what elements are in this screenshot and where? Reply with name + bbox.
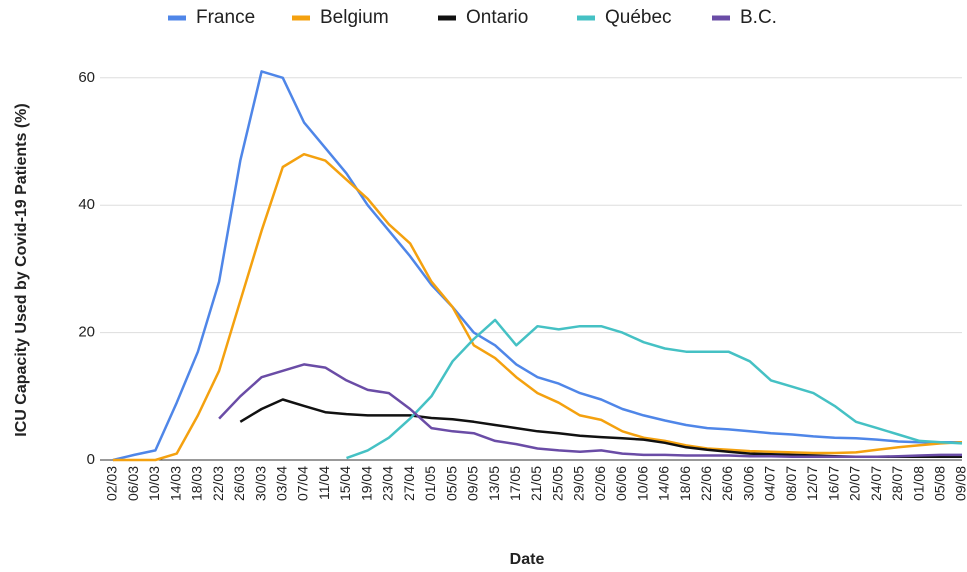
x-tick-label: 15/04: [337, 466, 353, 501]
y-tick-label: 60: [78, 69, 95, 86]
x-tick-label: 18/03: [189, 466, 205, 501]
x-tick-label: 20/07: [847, 466, 863, 501]
x-tick-label: 14/03: [167, 466, 183, 501]
x-tick-label: 30/03: [252, 466, 268, 501]
x-tick-label: 09/05: [465, 466, 481, 501]
x-tick-label: 09/08: [953, 466, 967, 501]
line-series: [239, 398, 962, 459]
x-tick-label: 12/07: [804, 466, 820, 501]
x-tick-label: 21/05: [528, 466, 544, 501]
line-series: [113, 152, 963, 462]
line-series: [218, 363, 962, 459]
x-tick-label: 22/06: [698, 466, 714, 501]
x-tick-label: 16/07: [825, 466, 841, 501]
y-tick-label: 40: [78, 196, 95, 213]
x-tick-label: 13/05: [486, 466, 502, 501]
x-tick-label: 05/08: [931, 466, 947, 501]
x-tick-label: 30/06: [740, 466, 756, 501]
legend-label: B.C.: [740, 7, 777, 28]
x-tick-label: 25/05: [549, 466, 565, 501]
x-tick-label: 17/05: [507, 466, 523, 501]
x-tick-label: 06/03: [125, 466, 141, 501]
x-tick-label: 18/06: [677, 466, 693, 501]
x-tick-label: 03/04: [274, 466, 290, 501]
x-tick-label: 06/06: [613, 466, 629, 501]
x-tick-label: 01/05: [422, 466, 438, 501]
line-series: [112, 70, 962, 462]
x-tick-label: 11/04: [316, 466, 332, 500]
x-tick-label: 02/06: [592, 466, 608, 501]
x-tick-label: 24/07: [868, 466, 884, 501]
x-axis-title: Date: [510, 551, 545, 568]
x-tick-label: 27/04: [401, 466, 417, 501]
x-tick-label: 08/07: [783, 466, 799, 501]
legend-label: Belgium: [320, 7, 389, 28]
legend-label: Ontario: [466, 7, 528, 28]
x-tick-label: 02/03: [104, 466, 120, 501]
x-tick-label: 01/08: [910, 466, 926, 501]
x-tick-label: 29/05: [571, 466, 587, 501]
x-tick-label: 28/07: [889, 466, 905, 501]
y-tick-label: 0: [87, 451, 95, 468]
x-tick-label: 26/06: [719, 466, 735, 501]
y-tick-label: 20: [78, 324, 95, 341]
legend-label: France: [196, 7, 255, 28]
x-tick-label: 22/03: [210, 466, 226, 501]
legend-label: Québec: [605, 7, 672, 28]
y-axis-title: ICU Capacity Used by Covid-19 Patients (…: [13, 103, 30, 436]
x-tick-label: 05/05: [443, 466, 459, 501]
line-series: [346, 318, 963, 460]
x-tick-label: 10/03: [146, 466, 162, 501]
x-tick-label: 23/04: [380, 466, 396, 501]
x-tick-label: 19/04: [358, 466, 374, 501]
x-tick-label: 07/04: [295, 466, 311, 501]
x-tick-label: 26/03: [231, 466, 247, 501]
x-tick-label: 04/07: [762, 466, 778, 501]
x-tick-label: 14/06: [656, 466, 672, 501]
x-tick-label: 10/06: [634, 466, 650, 501]
